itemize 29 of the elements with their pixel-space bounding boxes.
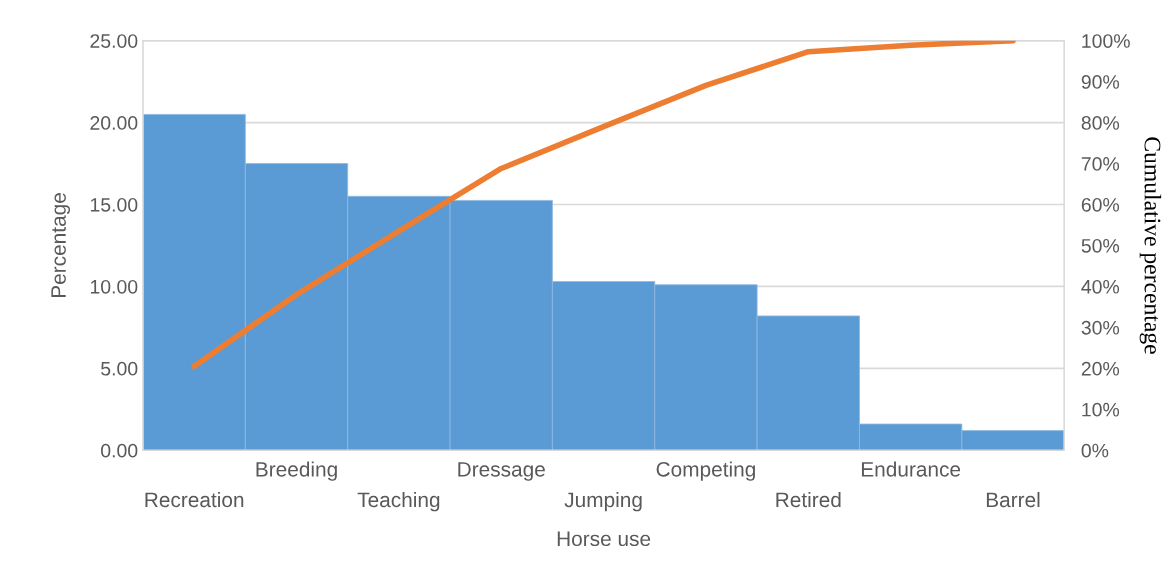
x-tick-label: Endurance (861, 461, 961, 477)
x-tick-label: Recreation (145, 491, 244, 508)
y2-tick-label: 90% (1081, 75, 1120, 89)
y-tick-label: 15.00 (90, 197, 138, 212)
x-tick-label: Barrel (986, 491, 1040, 508)
y2-axis-title: Cumulative percentage (1139, 137, 1162, 354)
y2-tick-label: 70% (1081, 157, 1120, 171)
y2-tick-label: 0% (1081, 443, 1109, 458)
x-tick-label: Retired (776, 491, 841, 508)
y2-tick-label: 20% (1081, 361, 1120, 376)
y-axis-title: Percentage (51, 193, 71, 298)
y-tick-label: 10.00 (90, 279, 138, 294)
x-tick-label: Breeding (256, 461, 337, 481)
x-tick-label: Competing (656, 461, 755, 481)
y2-tick-label: 100% (1082, 34, 1130, 48)
y-tick-label: 25.00 (90, 34, 138, 48)
y-tick-label: 0.00 (101, 443, 138, 458)
x-tick-label: Jumping (564, 491, 642, 512)
y-tick-label: 20.00 (90, 116, 138, 130)
y2-tick-label: 50% (1081, 238, 1120, 253)
x-tick-label: Teaching (357, 491, 440, 512)
y2-tick-label: 10% (1082, 402, 1120, 417)
y2-tick-label: 30% (1081, 320, 1120, 335)
y2-tick-label: 80% (1081, 116, 1120, 130)
y-tick-label: 5.00 (101, 361, 138, 376)
x-tick-label: Dressage (458, 462, 545, 481)
y2-tick-label: 60% (1081, 197, 1120, 212)
x-axis-title: Horse use (557, 531, 651, 547)
y2-tick-label: 40% (1081, 279, 1120, 294)
